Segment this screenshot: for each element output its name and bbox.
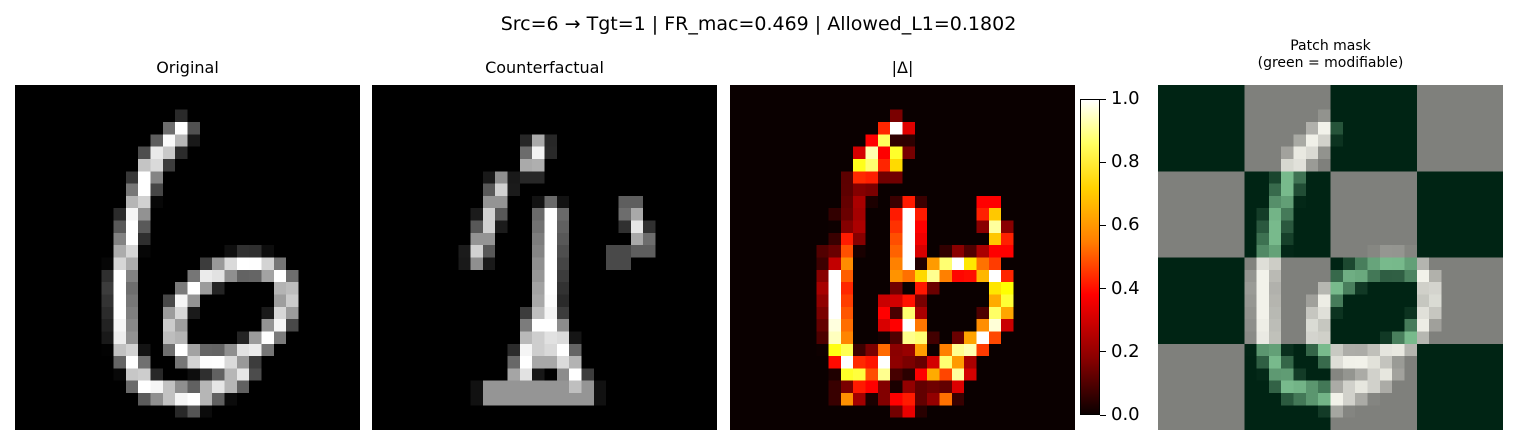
delta-heatmap (730, 85, 1075, 430)
subtitle-patch-mask: (green = modifiable) (1257, 55, 1404, 71)
panel-counterfactual (372, 85, 717, 430)
colorbar-tick (1100, 351, 1106, 353)
colorbar-tick-label: 0.0 (1111, 404, 1140, 425)
colorbar-tick (1100, 98, 1106, 100)
colorbar-tick-label: 0.2 (1111, 340, 1140, 362)
colorbar-tick-label: 0.4 (1111, 277, 1140, 299)
title-patch-mask: Patch mask (1290, 38, 1371, 54)
colorbar-tick (1100, 288, 1106, 290)
counterfactual-image (372, 85, 717, 430)
colorbar (1080, 99, 1100, 415)
colorbar-tick (1100, 224, 1106, 226)
colorbar-tick-label: 0.8 (1111, 151, 1140, 173)
colorbar-tick (1100, 161, 1106, 163)
panel-original (15, 85, 360, 430)
patch-mask-image (1158, 85, 1503, 430)
title-counterfactual: Counterfactual (485, 58, 604, 77)
colorbar-tick-label: 1.0 (1111, 88, 1140, 109)
colorbar-tick-label: 0.6 (1111, 214, 1140, 236)
original-image (15, 85, 360, 430)
title-delta: |Δ| (891, 58, 914, 77)
figure-title: Src=6 → Tgt=1 | FR_mac=0.469 | Allowed_L… (500, 13, 1017, 35)
panel-patch-mask (1158, 85, 1503, 430)
panel-delta (730, 85, 1075, 430)
colorbar-tick (1100, 414, 1106, 416)
title-original: Original (156, 58, 219, 77)
